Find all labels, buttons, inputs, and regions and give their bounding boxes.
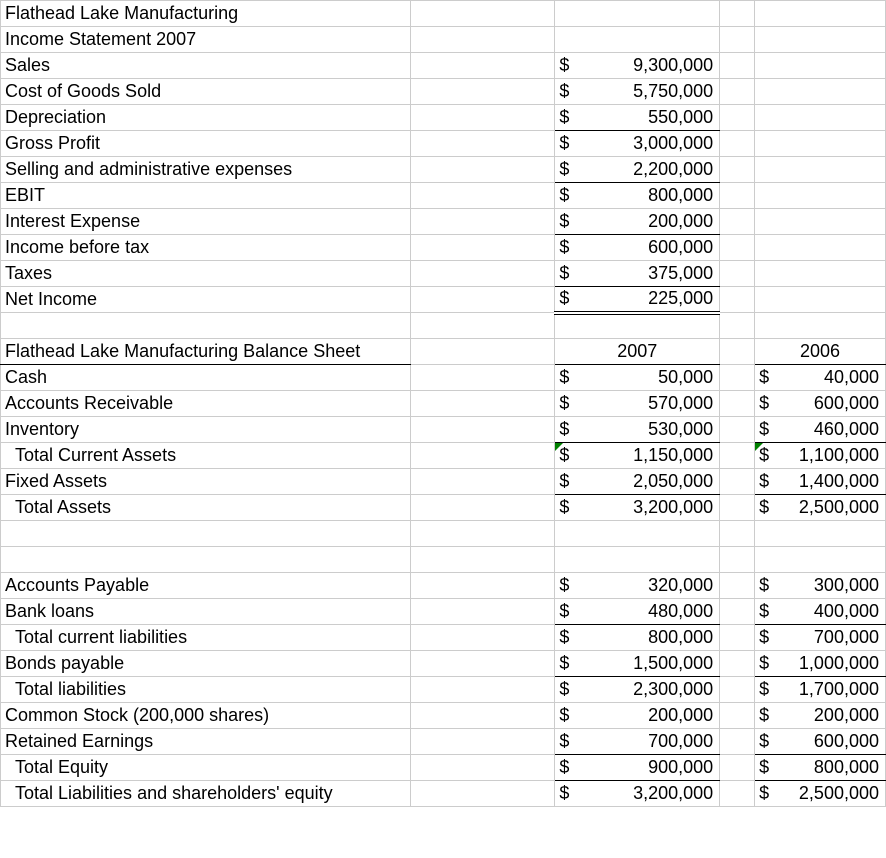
income-row-label: Cost of Goods Sold [1, 79, 411, 105]
balance-row-label: Cash [1, 365, 411, 391]
balance-value-2007: $900,000 [555, 755, 720, 781]
balance-row-label: Total Liabilities and shareholders' equi… [1, 781, 411, 807]
income-row-label: Taxes [1, 261, 411, 287]
balance-title: Flathead Lake Manufacturing Balance Shee… [1, 339, 411, 365]
balance-value-2006: $2,500,000 [755, 781, 886, 807]
balance-value-2007: $530,000 [555, 417, 720, 443]
balance-value-2007: $320,000 [555, 573, 720, 599]
balance-value-2007: $1,150,000 [555, 443, 720, 469]
balance-value-2006: $460,000 [755, 417, 886, 443]
income-row-value: $5,750,000 [555, 79, 720, 105]
balance-row-label: Bonds payable [1, 651, 411, 677]
balance-row-label: Total liabilities [1, 677, 411, 703]
income-row-label: Sales [1, 53, 411, 79]
balance-row-label: Bank loans [1, 599, 411, 625]
income-row-label: Interest Expense [1, 209, 411, 235]
balance-row-label: Fixed Assets [1, 469, 411, 495]
income-row-value: $2,200,000 [555, 157, 720, 183]
balance-value-2007: $700,000 [555, 729, 720, 755]
balance-value-2006: $40,000 [755, 365, 886, 391]
income-row-value: $225,000 [555, 287, 720, 313]
balance-value-2006: $600,000 [755, 729, 886, 755]
income-row-label: Selling and administrative expenses [1, 157, 411, 183]
balance-value-2006: $200,000 [755, 703, 886, 729]
balance-row-label: Retained Earnings [1, 729, 411, 755]
balance-row-label: Total Equity [1, 755, 411, 781]
income-title-company: Flathead Lake Manufacturing [1, 1, 411, 27]
balance-value-2006: $2,500,000 [755, 495, 886, 521]
balance-value-2006: $1,400,000 [755, 469, 886, 495]
balance-value-2007: $50,000 [555, 365, 720, 391]
balance-year-2006: 2006 [755, 339, 886, 365]
balance-year-2007: 2007 [555, 339, 720, 365]
balance-value-2006: $1,000,000 [755, 651, 886, 677]
income-row-value: $375,000 [555, 261, 720, 287]
balance-value-2007: $1,500,000 [555, 651, 720, 677]
balance-value-2006: $400,000 [755, 599, 886, 625]
income-row-value: $550,000 [555, 105, 720, 131]
balance-value-2007: $570,000 [555, 391, 720, 417]
balance-value-2006: $1,700,000 [755, 677, 886, 703]
balance-row-label: Total current liabilities [1, 625, 411, 651]
balance-value-2006: $700,000 [755, 625, 886, 651]
balance-value-2007: $200,000 [555, 703, 720, 729]
balance-value-2006: $1,100,000 [755, 443, 886, 469]
balance-row-label: Total Current Assets [1, 443, 411, 469]
income-row-label: EBIT [1, 183, 411, 209]
income-row-label: Depreciation [1, 105, 411, 131]
income-row-value: $200,000 [555, 209, 720, 235]
balance-row-label: Total Assets [1, 495, 411, 521]
financial-statements-table: Flathead Lake ManufacturingIncome Statem… [0, 0, 886, 807]
income-row-value: $600,000 [555, 235, 720, 261]
balance-value-2006: $300,000 [755, 573, 886, 599]
balance-value-2007: $480,000 [555, 599, 720, 625]
balance-value-2006: $600,000 [755, 391, 886, 417]
balance-value-2007: $3,200,000 [555, 495, 720, 521]
income-row-label: Income before tax [1, 235, 411, 261]
income-row-value: $3,000,000 [555, 131, 720, 157]
balance-row-label: Accounts Payable [1, 573, 411, 599]
income-row-label: Gross Profit [1, 131, 411, 157]
balance-value-2007: $2,300,000 [555, 677, 720, 703]
income-title-year: Income Statement 2007 [1, 27, 411, 53]
income-row-value: $9,300,000 [555, 53, 720, 79]
income-row-value: $800,000 [555, 183, 720, 209]
balance-value-2007: $2,050,000 [555, 469, 720, 495]
balance-row-label: Inventory [1, 417, 411, 443]
balance-value-2006: $800,000 [755, 755, 886, 781]
balance-value-2007: $3,200,000 [555, 781, 720, 807]
income-row-label: Net Income [1, 287, 411, 313]
balance-row-label: Accounts Receivable [1, 391, 411, 417]
balance-row-label: Common Stock (200,000 shares) [1, 703, 411, 729]
balance-value-2007: $800,000 [555, 625, 720, 651]
